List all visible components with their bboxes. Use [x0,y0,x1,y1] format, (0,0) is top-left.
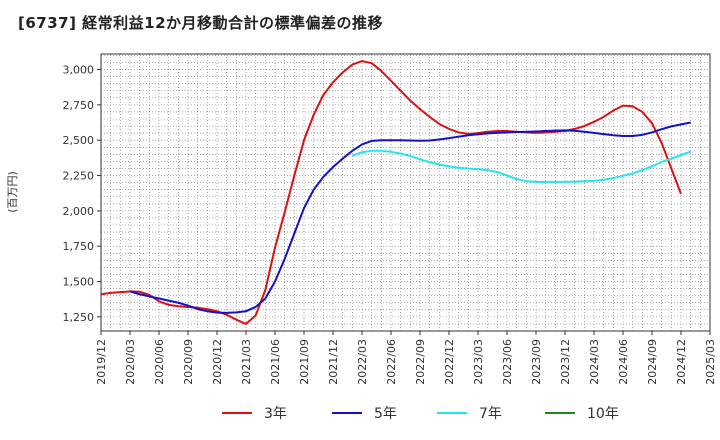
y-tick-label: 1,250 [63,311,95,324]
x-tick-label: 2024/06 [617,339,630,385]
chart-title: [6737] 経常利益12か月移動合計の標準偏差の推移 [18,14,384,32]
x-tick-label: 2021/03 [240,339,253,385]
x-tick-label: 2023/06 [501,339,514,385]
x-tick-label: 2022/12 [443,339,456,385]
legend-label: 10年 [587,406,619,422]
legend-label: 5年 [374,406,397,422]
y-tick-label: 2,250 [63,170,95,183]
x-tick-label: 2025/03 [704,339,717,385]
x-tick-label: 2024/03 [588,339,601,385]
y-tick-label: 1,500 [63,276,95,289]
x-tick-label: 2020/12 [211,339,224,385]
x-tick-label: 2020/03 [124,339,137,385]
y-tick-label: 2,500 [63,134,95,147]
x-tick-label: 2021/06 [269,339,282,385]
x-axis: 2019/12 2020/03 2020/06 2020/09 2020/12 2021/… [95,331,717,385]
plot-frame [100,53,711,332]
legend-label: 3年 [264,406,287,422]
series-line [129,121,691,314]
x-tick-label: 2020/06 [153,339,166,385]
x-tick-label: 2021/09 [298,339,311,385]
legend-label: 7年 [479,406,502,422]
x-tick-label: 2022/03 [356,339,369,385]
x-tick-label: 2023/03 [472,339,485,385]
x-tick-label: 2023/09 [530,339,543,385]
x-tick-label: 2021/12 [327,339,340,385]
x-tick-label: 2024/09 [646,339,659,385]
x-tick-label: 2019/12 [95,339,108,385]
y-tick-label: 2,000 [63,205,95,218]
y-tick-label: 2,750 [63,99,95,112]
series-line [100,60,682,325]
x-tick-label: 2024/12 [675,339,688,385]
x-tick-label: 2020/09 [182,339,195,385]
x-tick-label: 2022/06 [385,339,398,385]
series-line [351,149,692,183]
y-axis: 1,250 1,500 1,750 2,000 2,250 2,500 2,750 3,000 [63,64,101,324]
x-tick-label: 2023/12 [559,339,572,385]
y-tick-label: 1,750 [63,240,95,253]
series-lines [100,60,692,325]
legend: 3年 5年 7年 10年 [222,406,619,422]
y-tick-label: 3,000 [63,64,95,77]
x-tick-label: 2022/09 [414,339,427,385]
y-axis-label: (百万円) [6,171,19,213]
plot-background [101,54,710,331]
